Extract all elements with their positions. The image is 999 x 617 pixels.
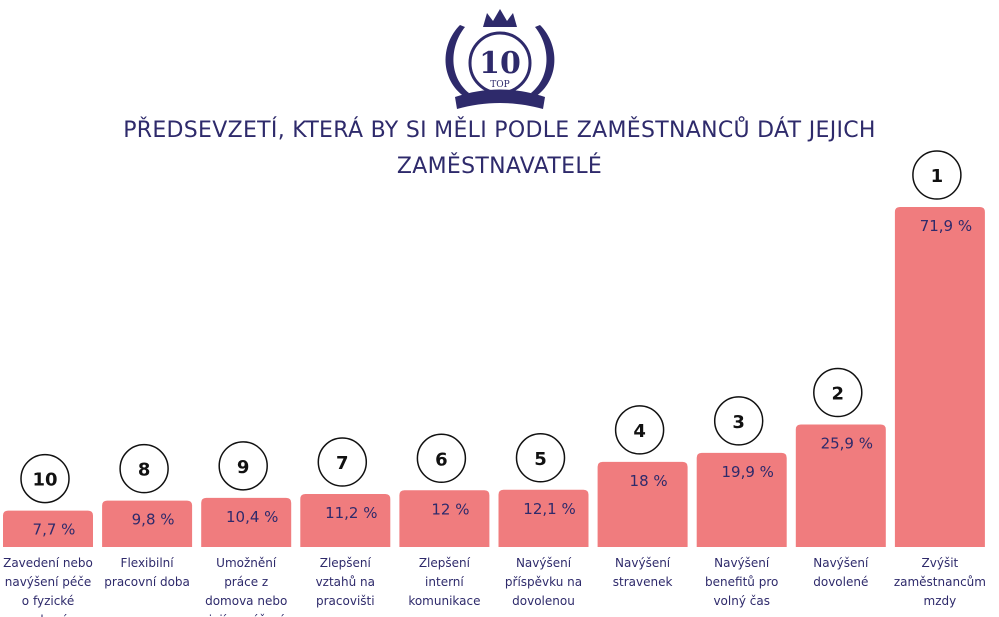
chart-title-line-1: PŘEDSEVZETÍ, KTERÁ BY SI MĚLI PODLE ZAMĚ… (123, 118, 876, 143)
value-label: 12 % (431, 500, 469, 518)
value-label: 11,2 % (325, 504, 377, 522)
bar (102, 500, 193, 547)
value-label: 10,4 % (226, 508, 278, 526)
rank-label: 3 (732, 412, 745, 433)
category-label: komunikace (408, 594, 480, 608)
category-label: dovolené (813, 575, 868, 589)
category-label: navýšení péče (5, 575, 92, 589)
rank-circle (119, 443, 169, 494)
bar (498, 489, 589, 547)
bar (300, 494, 391, 547)
value-label: 12,1 % (523, 500, 575, 518)
bar (597, 461, 688, 547)
bar (795, 424, 886, 547)
rank-circle (416, 433, 467, 484)
bar (696, 452, 787, 547)
category-label: domova nebo (205, 594, 287, 608)
svg-text:10: 10 (479, 46, 521, 81)
category-label: Navýšení (516, 556, 572, 570)
category-label: benefitů pro (705, 575, 778, 589)
rank-label: 9 (237, 457, 250, 478)
category-label: Navýšení (615, 556, 671, 570)
category-label: Flexibilní (121, 556, 175, 570)
rank-circle (912, 150, 962, 200)
category-label: Zvýšit (922, 556, 959, 570)
rank-label: 1 (931, 166, 944, 187)
value-label: 7,7 % (33, 521, 76, 539)
category-label: vztahů na (316, 575, 375, 589)
category-label: volný čas (713, 594, 770, 608)
category-label: mzdy (924, 594, 957, 608)
value-label: 18 % (630, 472, 668, 490)
category-label: stravenek (613, 575, 673, 589)
category-label: příspěvku na (505, 575, 582, 589)
rank-label: 5 (534, 449, 547, 470)
category-label: zaměstnancům (894, 575, 986, 589)
top-10-logo: 10 TOP (445, 9, 555, 109)
rank-circle (218, 441, 268, 491)
category-label: její navýšení (208, 613, 285, 617)
bar (201, 497, 292, 547)
bar (894, 207, 985, 547)
rank-circle (813, 367, 863, 418)
rank-label: 2 (832, 384, 845, 405)
bar (399, 490, 490, 547)
value-label: 9,8 % (132, 511, 175, 529)
rank-circle (614, 405, 665, 455)
rank-label: 10 (32, 470, 57, 491)
value-label: 71,9 % (920, 217, 972, 235)
category-label: dovolenou (512, 594, 575, 608)
category-label: Navýšení (813, 556, 869, 570)
category-label: Umožnění (216, 556, 277, 570)
rank-circle (713, 396, 764, 446)
category-label: Navýšení (714, 556, 770, 570)
rank-label: 6 (435, 449, 448, 470)
bar (3, 510, 93, 547)
category-label: Zlepšení (419, 556, 471, 570)
rank-label: 7 (336, 453, 349, 474)
category-label: Zavedení nebo (3, 556, 93, 570)
value-label: 19,9 % (721, 463, 773, 481)
value-label: 25,9 % (821, 435, 873, 453)
category-label: zdraví (30, 613, 67, 617)
category-label: o fyzické (22, 594, 74, 608)
rank-circle (515, 433, 566, 483)
svg-text:TOP: TOP (490, 80, 509, 90)
rank-label: 4 (633, 421, 646, 442)
chart-title-line-2: ZAMĚSTNAVATELÉ (396, 154, 603, 179)
rank-label: 8 (138, 460, 151, 481)
rank-circle (317, 437, 368, 487)
rank-circle (20, 453, 70, 504)
category-label: Zlepšení (320, 556, 372, 570)
category-label: práce z (224, 575, 268, 589)
category-label: interní (425, 575, 464, 589)
category-label: pracovišti (316, 594, 375, 608)
category-label: pracovní doba (104, 575, 190, 589)
